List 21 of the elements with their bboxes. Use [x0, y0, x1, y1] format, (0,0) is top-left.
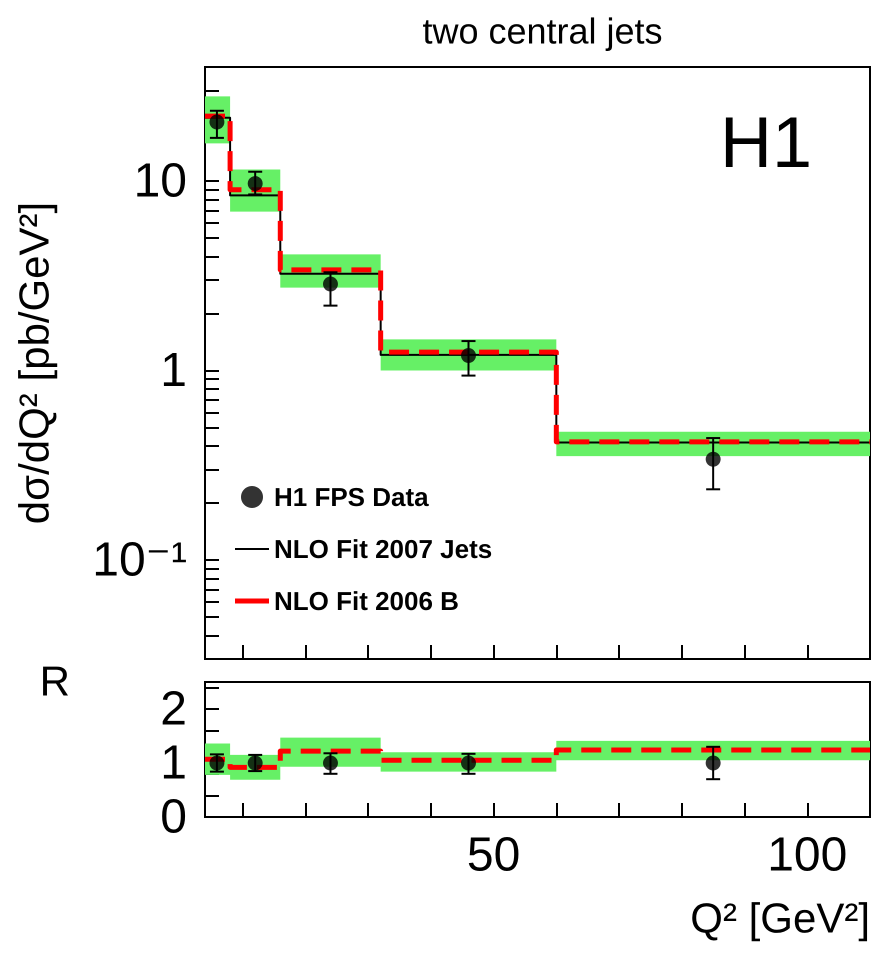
point	[322, 276, 338, 292]
legend-label: NLO Fit 2006 B	[274, 586, 459, 616]
y-axis-title: dσ/dQ² [pb/GeV²]	[10, 202, 58, 524]
y-tick-label: 10	[134, 154, 187, 208]
legend-label: NLO Fit 2007 Jets	[274, 534, 492, 564]
point	[248, 176, 263, 192]
x-tick-label: 100	[767, 828, 848, 882]
y-tick-label: 1	[160, 736, 187, 790]
y-tick-label: 2	[160, 682, 187, 736]
y-tick-label: 10⁻¹	[92, 533, 187, 586]
point	[209, 114, 224, 130]
point	[706, 452, 721, 467]
x-axis-title: Q² [GeV²]	[690, 894, 870, 942]
x-tick-label: 50	[466, 828, 520, 882]
y-tick-label: 0	[160, 790, 187, 844]
chart-title: two central jets	[422, 10, 663, 52]
point	[461, 348, 476, 363]
y-tick-label: 1	[160, 344, 187, 397]
legend-label: H1 FPS Data	[274, 482, 430, 512]
y-axis-title: R	[40, 658, 70, 704]
annotation: H1	[720, 103, 812, 183]
